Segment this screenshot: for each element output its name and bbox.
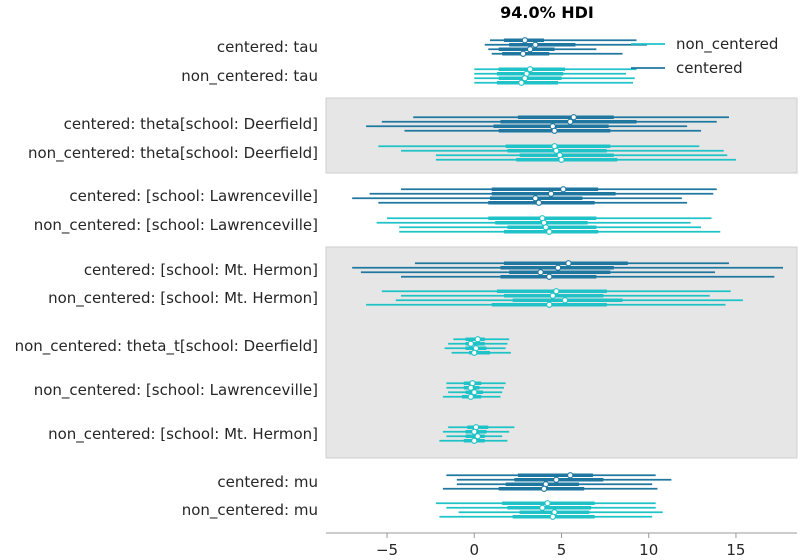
median-point bbox=[547, 190, 555, 197]
median-point bbox=[565, 260, 572, 267]
row-label: centered: [school: Lawrenceville] bbox=[69, 187, 318, 205]
chart-title: 94.0% HDI bbox=[500, 3, 594, 22]
row-label: non_centered: [school: Mt. Hermon] bbox=[48, 425, 318, 444]
legend: non_centered centered bbox=[631, 35, 778, 77]
row-label: non_centered: tau bbox=[181, 67, 318, 86]
median-point bbox=[467, 393, 474, 400]
median-point bbox=[558, 156, 565, 163]
x-tick-label: −5 bbox=[376, 541, 398, 559]
x-tick-label: 15 bbox=[726, 541, 745, 559]
x-axis: −5 0 5 10 15 bbox=[326, 532, 797, 559]
median-point bbox=[521, 37, 529, 44]
median-point bbox=[553, 476, 560, 483]
x-tick-label: 10 bbox=[639, 541, 658, 559]
median-point bbox=[474, 433, 481, 440]
group-band bbox=[325, 246, 798, 459]
median-point bbox=[544, 500, 551, 507]
median-point bbox=[553, 288, 560, 295]
median-point bbox=[549, 513, 556, 520]
row-label: centered: [school: Mt. Hermon] bbox=[84, 261, 318, 279]
row-label: centered: mu bbox=[217, 473, 318, 491]
row-label: non_centered: [school: Mt. Hermon] bbox=[48, 289, 318, 308]
row-label: centered: theta[school: Deerfield] bbox=[64, 115, 318, 133]
median-point bbox=[519, 50, 527, 57]
median-point bbox=[546, 228, 553, 235]
group-bands bbox=[325, 97, 798, 459]
row-label: non_centered: theta[school: Deerfield] bbox=[28, 144, 318, 163]
median-point bbox=[526, 46, 534, 53]
median-point bbox=[551, 127, 558, 134]
median-point bbox=[521, 75, 529, 82]
median-point bbox=[542, 224, 549, 231]
median-point bbox=[532, 41, 539, 48]
interval-marks bbox=[352, 37, 784, 520]
row-label: non_centered: theta_t[school: Deerfield] bbox=[15, 337, 318, 356]
median-point bbox=[554, 264, 562, 271]
median-point bbox=[532, 195, 539, 202]
median-point bbox=[546, 301, 553, 308]
median-point bbox=[467, 384, 474, 391]
median-point bbox=[561, 297, 569, 304]
median-point bbox=[567, 472, 574, 479]
median-point bbox=[546, 273, 553, 280]
median-point bbox=[471, 349, 478, 356]
median-point bbox=[471, 428, 478, 435]
row-label: non_centered: [school: Lawrenceville] bbox=[34, 381, 318, 400]
median-point bbox=[553, 147, 560, 154]
legend-label: centered bbox=[676, 59, 743, 77]
median-point bbox=[537, 269, 544, 276]
legend-label: non_centered bbox=[676, 35, 778, 54]
median-point bbox=[467, 340, 474, 347]
median-point bbox=[540, 485, 548, 492]
median-point bbox=[549, 292, 556, 299]
row-label: non_centered: [school: Lawrenceville] bbox=[34, 216, 318, 235]
row-labels: centered: tau non_centered: tau centered: … bbox=[15, 38, 318, 520]
median-point bbox=[474, 336, 481, 343]
x-tick-label: 5 bbox=[557, 541, 567, 559]
median-point bbox=[471, 437, 478, 444]
median-point bbox=[560, 186, 567, 193]
x-tick-label: 0 bbox=[470, 541, 480, 559]
median-point bbox=[518, 79, 525, 86]
row-label: non_centered: mu bbox=[182, 501, 318, 520]
row-label: centered: tau bbox=[217, 38, 318, 56]
median-point bbox=[539, 504, 546, 511]
median-point bbox=[526, 66, 534, 73]
median-point bbox=[570, 114, 577, 121]
median-point bbox=[535, 199, 542, 206]
median-point bbox=[471, 389, 478, 396]
median-point bbox=[567, 118, 574, 125]
